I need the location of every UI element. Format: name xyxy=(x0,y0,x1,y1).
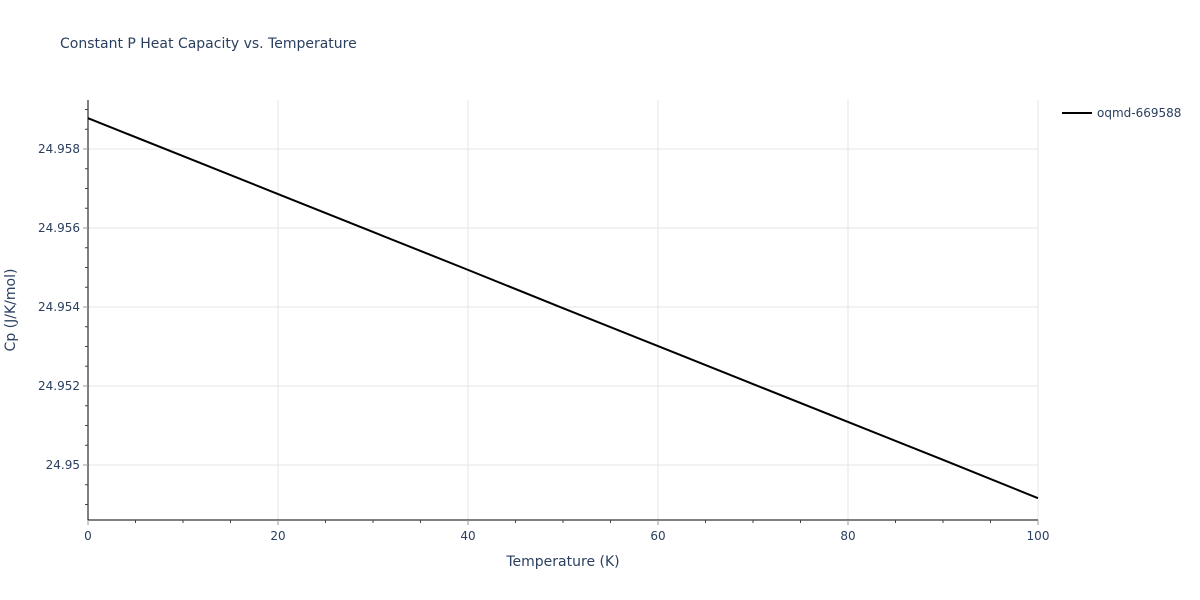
y-tick-label: 24.958 xyxy=(38,142,80,156)
x-tick-label: 100 xyxy=(1027,529,1050,543)
x-tick-label: 60 xyxy=(650,529,665,543)
legend-line-swatch xyxy=(1062,112,1092,114)
y-tick-label: 24.956 xyxy=(38,221,80,235)
chart-title: Constant P Heat Capacity vs. Temperature xyxy=(60,36,357,52)
x-tick-label: 0 xyxy=(84,529,92,543)
x-tick-label: 20 xyxy=(270,529,285,543)
x-tick-label: 80 xyxy=(840,529,855,543)
x-tick-label: 40 xyxy=(460,529,475,543)
y-axis-label: Cp (J/K/mol) xyxy=(3,268,19,352)
legend-label: oqmd-669588 xyxy=(1097,106,1182,120)
x-axis-label: Temperature (K) xyxy=(506,554,620,570)
y-tick-label: 24.952 xyxy=(38,379,80,393)
y-tick-label: 24.95 xyxy=(46,458,80,472)
y-tick-label: 24.954 xyxy=(38,300,80,314)
data-line[interactable] xyxy=(87,117,1039,500)
legend-item[interactable]: oqmd-669588 xyxy=(1062,106,1181,120)
